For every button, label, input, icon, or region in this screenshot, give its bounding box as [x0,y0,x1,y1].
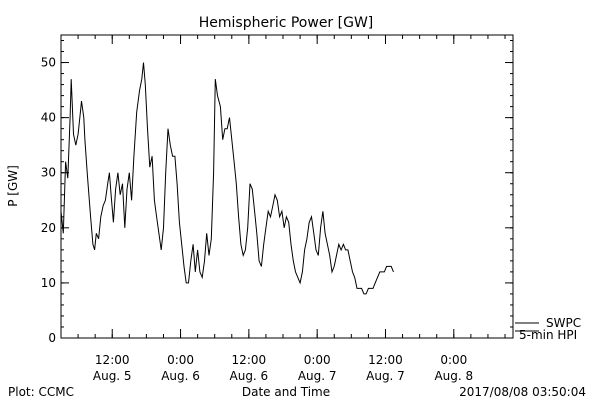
legend: SWPC 5-min HPI [515,316,581,342]
x-tick-label-date: Aug. 6 [230,369,269,383]
footer-right-timestamp: 2017/08/08 03:50:04 [459,385,586,399]
x-tick-label-date: Aug. 7 [298,369,337,383]
x-tick-label-time: 12:00 [368,353,403,367]
plot-frame [60,34,514,339]
series-line-swpc [60,62,394,295]
x-tick-label-time: 0:00 [440,353,467,367]
legend-label-swpc: SWPC [546,316,581,330]
x-tick-label-date: Aug. 6 [161,369,200,383]
y-tick-label: 0 [48,331,56,345]
y-tick-label: 50 [41,56,56,70]
y-axis-label: P [GW] [6,165,20,207]
legend-label-hpi: 5-min HPI [519,328,577,342]
x-tick-label-date: Aug. 8 [434,369,473,383]
chart-title: Hemispheric Power [GW] [199,15,374,31]
y-tick-label: 10 [41,276,56,290]
x-tick-label-time: 12:00 [232,353,267,367]
x-tick-label-time: 12:00 [95,353,130,367]
x-tick-label-time: 0:00 [304,353,331,367]
x-tick-label-date: Aug. 7 [366,369,405,383]
y-tick-label: 40 [41,111,56,125]
footer-left-credit: Plot: CCMC [8,385,74,399]
y-tick-label: 20 [41,221,56,235]
x-tick-label-time: 0:00 [167,353,194,367]
y-tick-label: 30 [41,166,56,180]
x-tick-label-date: Aug. 5 [93,369,132,383]
x-axis-label: Date and Time [242,385,330,399]
x-axis: 12:00 Aug. 5 0:00 Aug. 6 12:00 Aug. 6 0:00 Aug.… [60,35,506,383]
y-axis: 0 10 20 30 40 50 [41,40,513,345]
